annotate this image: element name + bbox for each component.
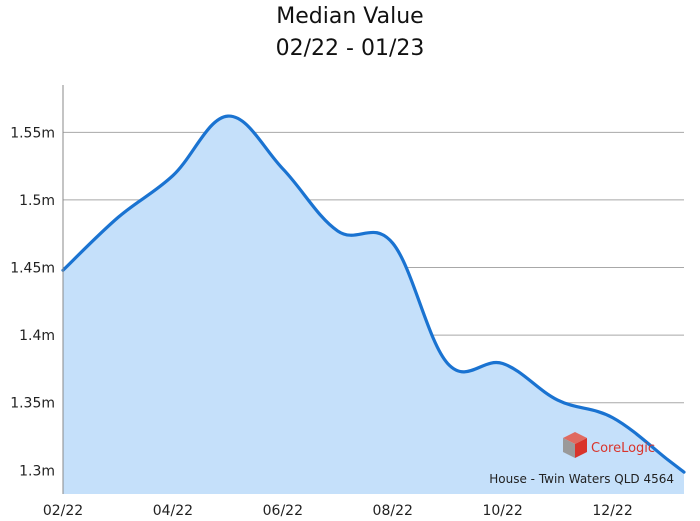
- footer-note: House - Twin Waters QLD 4564: [489, 472, 674, 486]
- logo-cube-right: [575, 438, 587, 458]
- x-axis-ticks: 02/22 04/22 06/22 08/22 10/22 12/22: [43, 503, 633, 519]
- y-tick-label: 1.55m: [10, 125, 55, 141]
- x-tick-label: 04/22: [153, 503, 193, 519]
- x-tick-label: 10/22: [482, 503, 522, 519]
- corelogic-logo: CoreLogic: [563, 432, 655, 458]
- logo-text: CoreLogic: [591, 441, 655, 456]
- logo-cube-left: [563, 438, 575, 458]
- x-tick-label: 02/22: [43, 503, 83, 519]
- x-tick-label: 06/22: [263, 503, 303, 519]
- y-tick-label: 1.45m: [10, 261, 55, 277]
- median-value-line: [61, 114, 686, 474]
- chart-subtitle: 02/22 - 01/23: [275, 36, 425, 61]
- chart-title: Median Value: [276, 4, 424, 29]
- y-axis-ticks: 1.3m 1.35m 1.4m 1.45m 1.5m 1.55m: [10, 125, 55, 479]
- y-tick-label: 1.3m: [19, 463, 55, 479]
- area-fill: [63, 116, 684, 494]
- x-tick-label: 08/22: [373, 503, 413, 519]
- y-tick-label: 1.35m: [10, 396, 55, 412]
- y-tick-label: 1.4m: [19, 328, 55, 344]
- x-tick-label: 12/22: [592, 503, 632, 519]
- y-tick-label: 1.5m: [19, 193, 55, 209]
